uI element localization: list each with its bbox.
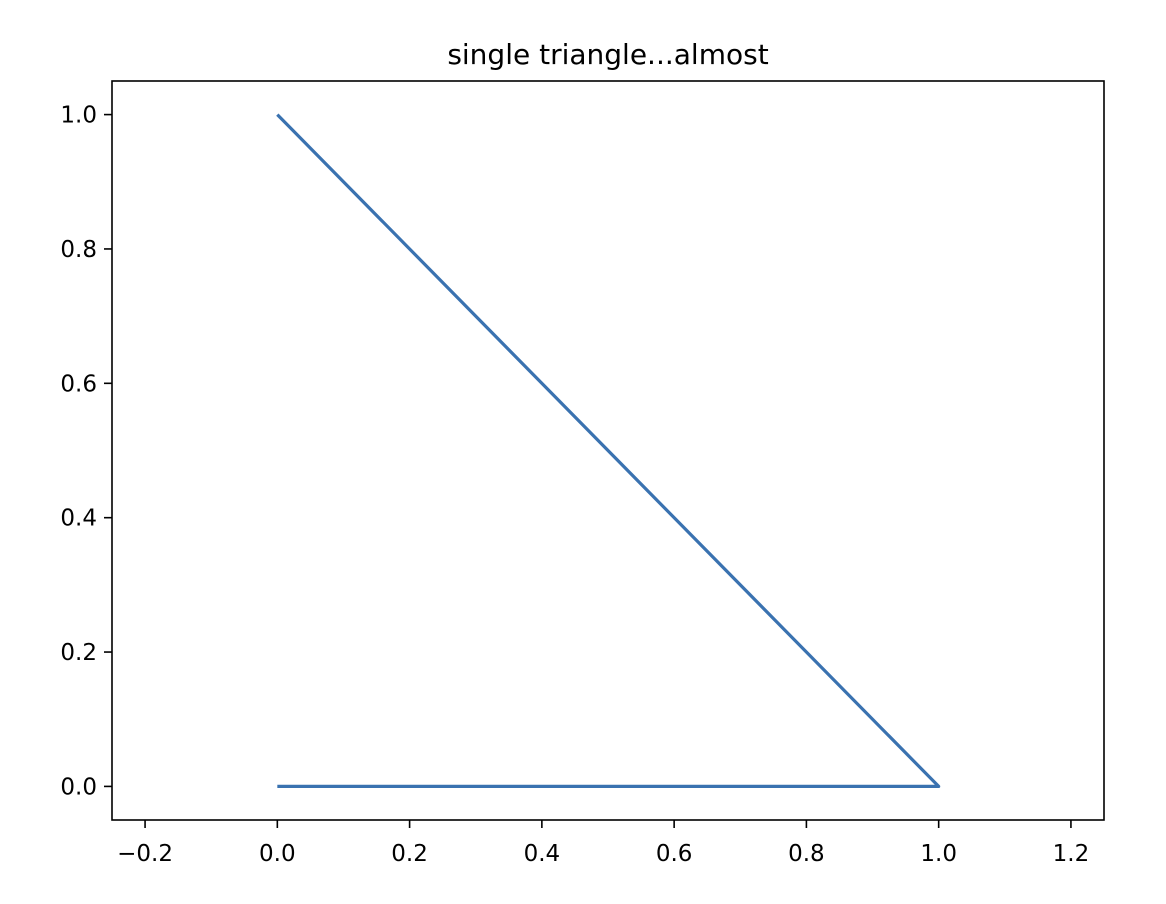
x-tick-label: 0.0 <box>259 841 296 867</box>
chart-title: single triangle...almost <box>447 38 768 71</box>
x-tick-label: 1.0 <box>920 841 957 867</box>
y-tick-label: 0.6 <box>60 371 97 397</box>
y-tick-label: 0.4 <box>60 506 97 532</box>
y-tick-label: 0.2 <box>60 640 97 666</box>
x-tick-label: 0.6 <box>656 841 693 867</box>
x-tick-label: 0.4 <box>524 841 561 867</box>
x-tick-label: 1.2 <box>1053 841 1090 867</box>
y-tick-label: 0.8 <box>60 237 97 263</box>
x-tick-label: −0.2 <box>117 841 173 867</box>
ticks-layer: −0.2 0.0 0.2 0.4 0.6 0.8 1.0 1.2 0.0 0.2 0.4 0.6 0.8… <box>60 103 1089 867</box>
x-tick-label: 0.8 <box>788 841 825 867</box>
series-layer <box>276 113 941 789</box>
x-tick-label: 0.2 <box>391 841 428 867</box>
plot-frame <box>111 80 1105 821</box>
y-tick-label: 1.0 <box>60 103 97 129</box>
series-line-0 <box>276 113 941 789</box>
y-tick-label: 0.0 <box>60 774 97 800</box>
